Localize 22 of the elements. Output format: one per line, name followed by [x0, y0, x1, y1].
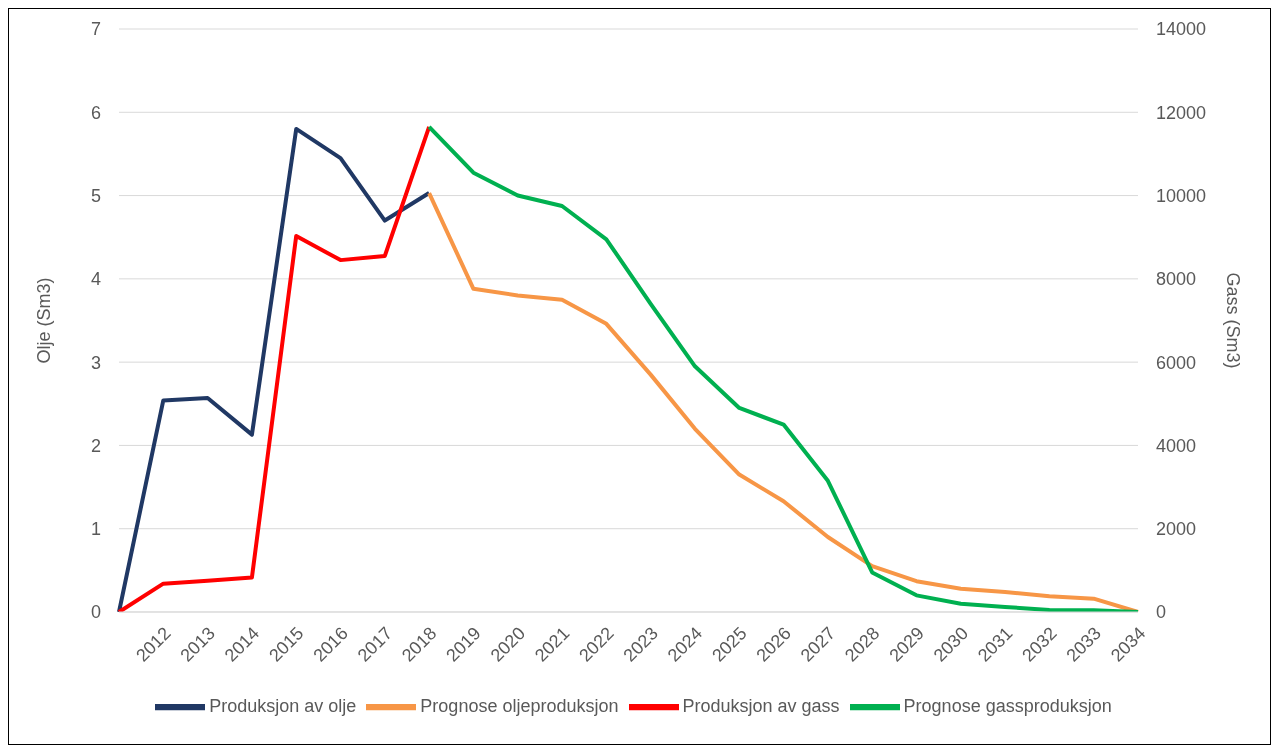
y-tick-label: 2	[90, 435, 101, 456]
y-tick-label: 3	[90, 352, 101, 373]
y2-tick-label: 6000	[1156, 352, 1197, 373]
y2-tick-label: 2000	[1156, 519, 1197, 540]
legend-label: Prognose oljeproduksjon	[420, 695, 619, 716]
y2-axis-title: Gass (Sm3)	[1222, 272, 1243, 369]
y2-tick-label: 4000	[1156, 435, 1197, 456]
y-tick-label: 7	[90, 19, 101, 40]
y-tick-label: 1	[90, 519, 101, 540]
y-axis-title: Olje (Sm3)	[34, 277, 55, 364]
legend-label: Produksjon av gass	[682, 695, 840, 716]
legend-label: Produksjon av olje	[209, 695, 357, 716]
y-tick-label: 6	[90, 102, 101, 123]
legend-label: Prognose gassproduksjon	[903, 695, 1112, 716]
y2-tick-label: 0	[1156, 602, 1167, 623]
y2-tick-label: 14000	[1156, 19, 1207, 40]
y-tick-label: 0	[90, 602, 101, 623]
y2-tick-label: 12000	[1156, 102, 1207, 123]
y-tick-label: 5	[90, 185, 101, 206]
y2-tick-label: 10000	[1156, 185, 1207, 206]
y-tick-label: 4	[90, 269, 101, 290]
y2-tick-label: 8000	[1156, 269, 1197, 290]
